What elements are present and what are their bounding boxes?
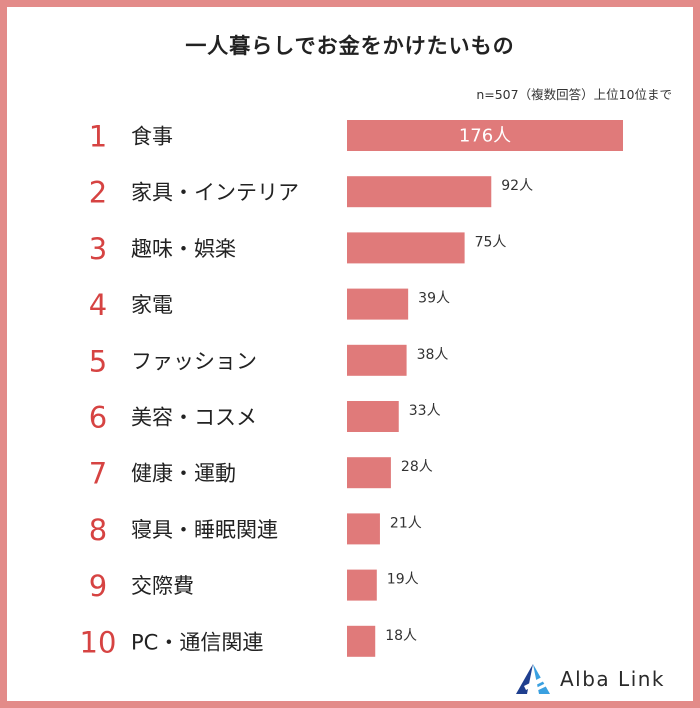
- bar-value-label: 38人: [417, 347, 449, 363]
- bar-value-label: 28人: [401, 459, 433, 475]
- rank-number: 9: [89, 569, 107, 603]
- alba-link-logo: Alba Link: [514, 662, 665, 696]
- rank-number: 10: [80, 625, 117, 659]
- bar-value-label: 92人: [501, 178, 533, 194]
- rank-number: 4: [89, 288, 107, 322]
- category-label: PC・通信関連: [131, 630, 263, 654]
- sample-note: n=507（複数回答）上位10位まで: [476, 87, 672, 102]
- bar: [347, 513, 380, 545]
- bar: [347, 344, 407, 376]
- bar-value-label: 176人: [459, 126, 511, 147]
- category-label: 家電: [131, 293, 173, 317]
- rank-number: 7: [89, 457, 107, 491]
- chart-title: 一人暮らしでお金をかけたいもの: [185, 34, 515, 58]
- bar-value-label: 75人: [475, 234, 507, 250]
- bar: [347, 176, 492, 208]
- category-label: 交際費: [131, 574, 194, 598]
- rank-number: 1: [89, 120, 107, 154]
- rank-number: 6: [89, 401, 107, 435]
- bar: [347, 120, 623, 151]
- bar: [347, 625, 376, 657]
- bar: [347, 569, 377, 601]
- category-label: 食事: [131, 125, 173, 149]
- category-label: 美容・コスメ: [131, 406, 257, 430]
- bar: [347, 401, 399, 432]
- logo-text: Alba Link: [560, 667, 666, 691]
- bar-value-label: 19人: [387, 572, 419, 588]
- bar-value-label: 21人: [390, 515, 422, 531]
- rank-number: 8: [89, 513, 107, 547]
- category-label: 趣味・娯楽: [131, 237, 236, 261]
- rank-number: 3: [89, 232, 107, 266]
- bar: [347, 457, 391, 489]
- category-label: ファッション: [131, 349, 257, 373]
- category-label: 寝具・睡眠関連: [131, 518, 278, 542]
- category-label: 家具・インテリア: [131, 181, 299, 205]
- alba-link-logo-icon: [516, 664, 550, 694]
- bar: [347, 232, 465, 264]
- rank-number: 5: [89, 344, 107, 378]
- bar-value-label: 18人: [385, 628, 417, 644]
- rank-number: 2: [89, 176, 107, 210]
- bar: [347, 288, 409, 320]
- bar-value-label: 39人: [418, 291, 450, 307]
- bar-value-label: 33人: [409, 403, 441, 419]
- category-label: 健康・運動: [131, 462, 236, 486]
